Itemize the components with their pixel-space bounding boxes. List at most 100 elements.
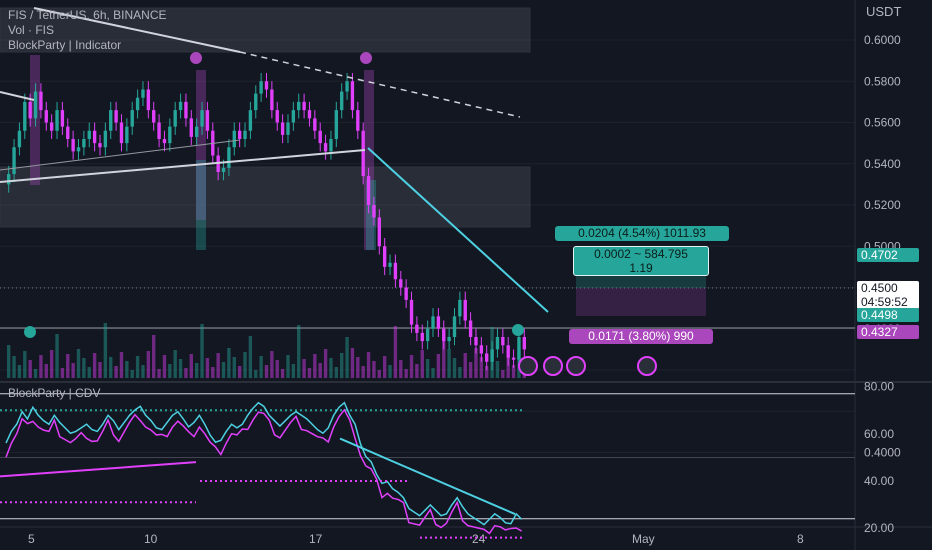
- volume-bar: [33, 369, 38, 378]
- volume-bar: [447, 349, 451, 378]
- volume-bar: [66, 354, 70, 378]
- current-price: 0.4500: [861, 281, 898, 295]
- candle-body: [458, 299, 462, 317]
- candle-body: [119, 122, 124, 144]
- candle-body: [425, 328, 430, 342]
- trendline-descending: [367, 147, 549, 313]
- volume-bar: [291, 364, 296, 378]
- candle-body: [377, 217, 381, 247]
- volume-bar: [361, 366, 365, 378]
- candle-body: [307, 110, 312, 119]
- volume-bar: [227, 348, 231, 378]
- trendline-resistance-extension: [239, 51, 521, 118]
- candle-body: [141, 89, 145, 98]
- volume-bar: [399, 360, 403, 378]
- measure-top-label: 0.0204 (4.54%) 1011.93: [555, 226, 729, 241]
- bear-marker: [190, 52, 202, 64]
- cdv-tick-label: 40.00: [864, 474, 894, 488]
- candle-body: [33, 91, 38, 119]
- volume-bar: [119, 352, 124, 378]
- volume-bar: [452, 358, 457, 378]
- price-tick-label: 0.4000: [864, 446, 901, 460]
- cdv-legend[interactable]: BlockParty | CDV: [8, 386, 101, 400]
- candle-body: [130, 110, 134, 127]
- candle-body: [501, 337, 505, 346]
- volume-bar: [468, 362, 473, 378]
- candle-body: [334, 110, 339, 139]
- candle-body: [44, 110, 48, 123]
- candle-body: [184, 101, 188, 119]
- time-axis-label: 10: [144, 532, 158, 546]
- event-flag-icon: [566, 356, 586, 376]
- volume-bar: [44, 364, 48, 378]
- volume-bar: [146, 351, 151, 378]
- candle-body: [66, 126, 70, 139]
- price-tag-mid: 0.4498: [857, 308, 919, 322]
- time-axis-label: 8: [797, 532, 804, 546]
- cdv-signal-line: [5, 408, 522, 535]
- volume-bar: [286, 355, 290, 378]
- candle-body: [399, 279, 403, 288]
- cdv-tick-label: 60.00: [864, 427, 894, 441]
- candle-body: [103, 130, 108, 148]
- indicator-legend[interactable]: BlockParty | Indicator: [8, 38, 122, 52]
- candle-body: [388, 262, 392, 267]
- volume-bar: [125, 361, 129, 378]
- event-flag-icon: [518, 356, 538, 376]
- volume-bar: [323, 349, 328, 378]
- candle-body: [495, 337, 500, 350]
- candle-body: [76, 147, 81, 152]
- volume-bar: [415, 364, 419, 378]
- candle-body: [286, 122, 290, 135]
- candle-body: [415, 324, 419, 333]
- volume-bar: [109, 357, 113, 378]
- measure-center-line2: 1.19: [629, 261, 653, 275]
- volume-bar: [479, 357, 484, 378]
- candle-body: [361, 130, 365, 177]
- candle-body: [82, 139, 86, 148]
- volume-legend[interactable]: Vol · FIS: [8, 23, 55, 37]
- trendline-support: [0, 149, 366, 183]
- volume-bar: [458, 367, 462, 378]
- volume-bar: [334, 367, 339, 378]
- volume-bar: [12, 356, 16, 378]
- candle-body: [125, 126, 129, 144]
- candle-body: [162, 139, 167, 144]
- candle-body: [452, 316, 457, 337]
- volume-bar: [382, 356, 387, 378]
- candle-body: [404, 287, 408, 300]
- volume-bar: [259, 356, 263, 378]
- candle-body: [463, 299, 467, 321]
- volume-bar: [216, 353, 220, 378]
- resistance-zone: [0, 7, 531, 53]
- volume-bar: [313, 354, 317, 378]
- volume-bar: [329, 358, 333, 378]
- volume-bar: [280, 369, 285, 378]
- cdv-trendline-descending: [339, 437, 516, 515]
- symbol-legend[interactable]: FIS / TetherUS, 6h, BINANCE: [8, 8, 167, 22]
- volume-bar: [307, 368, 312, 378]
- candle-body: [173, 110, 177, 127]
- price-tick-label: 0.6000: [864, 33, 901, 47]
- candle-body: [194, 126, 199, 137]
- volume-bar: [463, 353, 467, 378]
- candle-body: [55, 110, 59, 131]
- volume-bar: [178, 359, 183, 378]
- candle-body: [221, 167, 226, 172]
- volume-bar: [237, 366, 242, 378]
- measure-bottom-label: 0.0171 (3.80%) 990: [569, 329, 713, 344]
- volume-bar: [184, 368, 188, 378]
- candle-body: [254, 93, 258, 111]
- volume-bar: [103, 323, 108, 378]
- bull-marker: [24, 326, 36, 338]
- candle-body: [178, 101, 183, 111]
- volume-bar: [345, 337, 349, 378]
- price-tick-label: 0.5400: [864, 157, 901, 171]
- volume-bar: [71, 363, 75, 378]
- volume-bar: [501, 370, 505, 378]
- candle-body: [248, 110, 253, 131]
- candle-body: [135, 97, 140, 111]
- cdv-tick-label: 20.00: [864, 521, 894, 535]
- candle-body: [270, 89, 274, 111]
